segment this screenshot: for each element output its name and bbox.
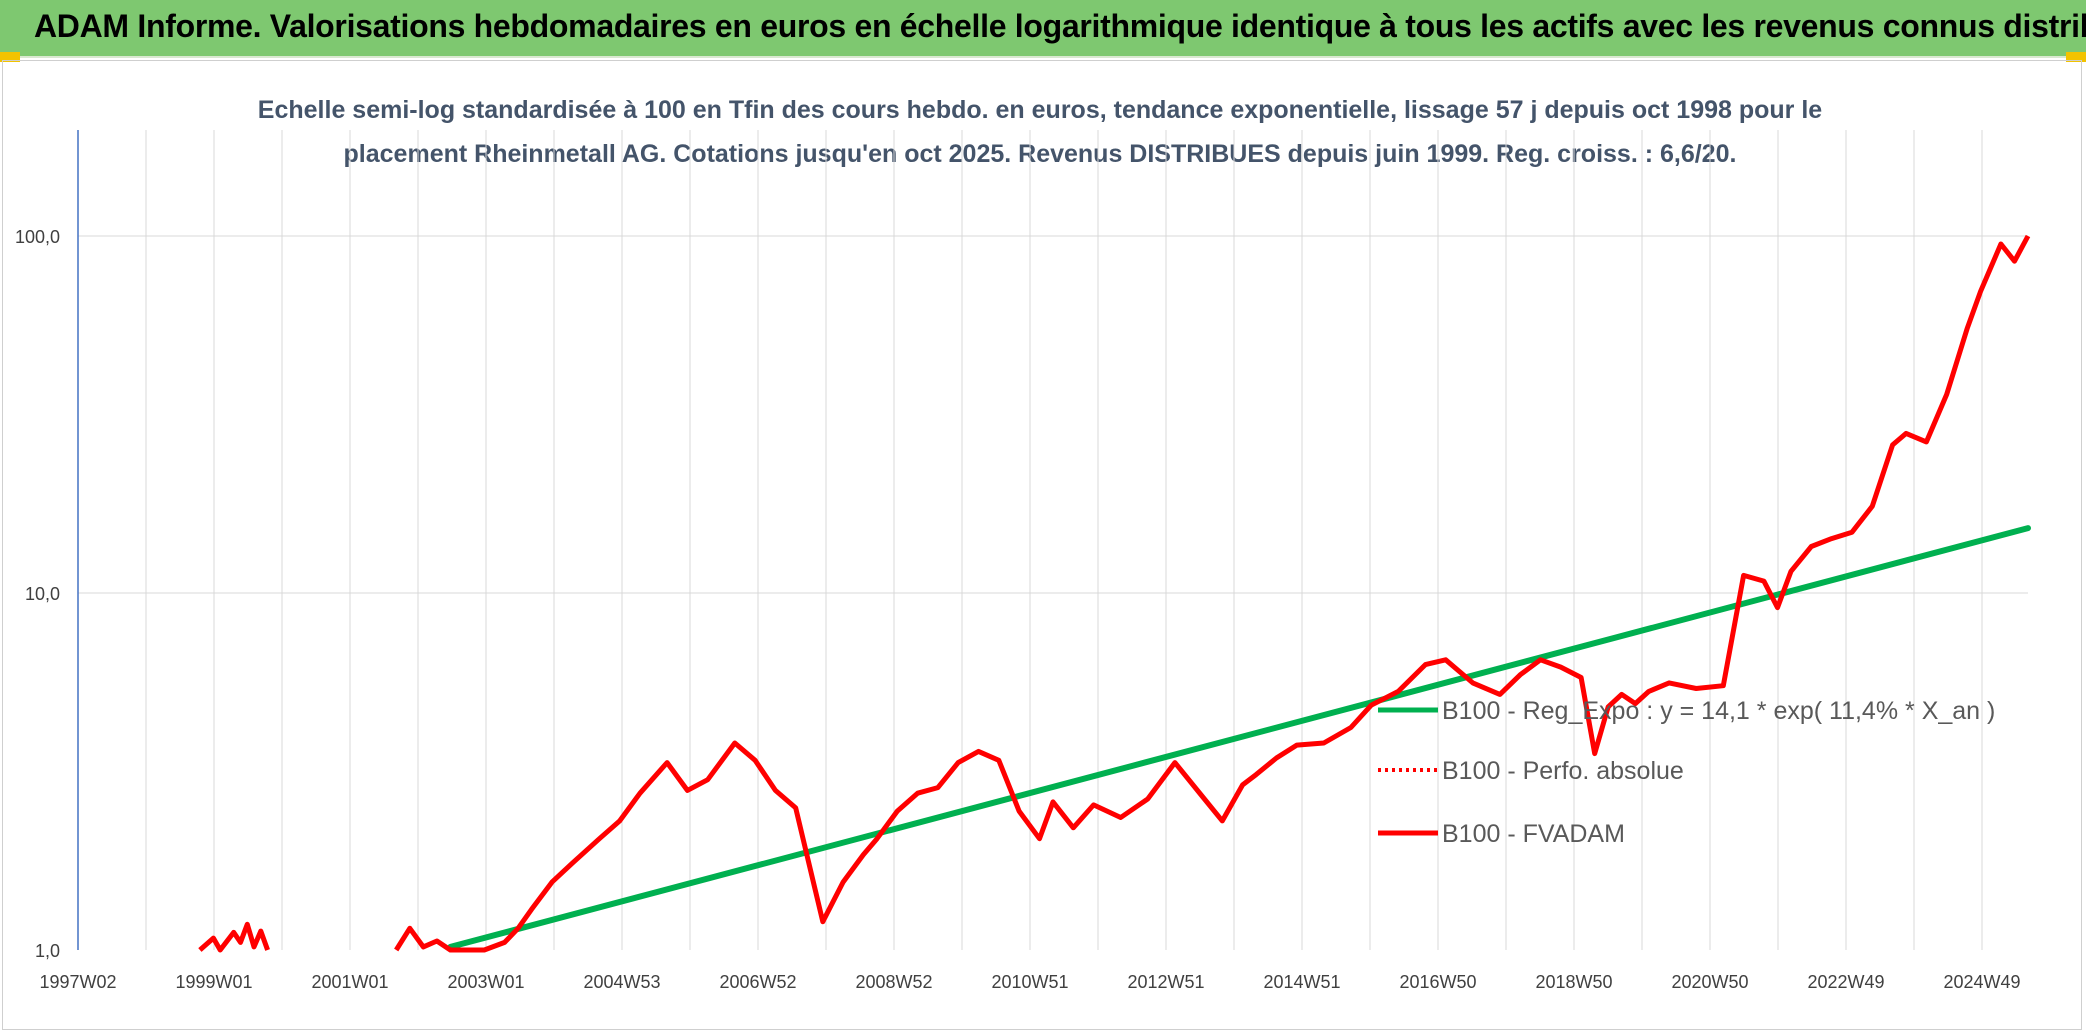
x-tick-label: 2014W51 (1263, 972, 1340, 992)
x-tick-label: 2001W01 (311, 972, 388, 992)
x-tick-label: 2008W52 (855, 972, 932, 992)
x-tick-label: 1999W01 (175, 972, 252, 992)
x-tick-label: 2018W50 (1535, 972, 1612, 992)
y-tick-label: 10,0 (25, 584, 60, 604)
y-tick-labels: 1,0 10,0 100,0 (15, 227, 60, 961)
series-lines (198, 234, 2031, 953)
series-line-fvadam (198, 921, 270, 953)
report-title: ADAM Informe. Valorisations hebdomadaire… (34, 8, 2086, 44)
x-tick-label: 2020W50 (1671, 972, 1748, 992)
legend: B100 - Reg_Expo : y = 14,1 * exp( 11,4% … (1378, 697, 1995, 848)
y-tick-label: 1,0 (35, 941, 60, 961)
x-tick-label: 2022W49 (1807, 972, 1884, 992)
x-tick-label: 1997W02 (39, 972, 116, 992)
y-tick-label: 100,0 (15, 227, 60, 247)
x-tick-label: 2010W51 (991, 972, 1068, 992)
series-line-reg-expo (447, 525, 2031, 950)
x-tick-label: 2024W49 (1943, 972, 2020, 992)
vertical-gridlines (77, 130, 1983, 950)
chart-title: Echelle semi-log standardisée à 100 en T… (257, 96, 1823, 168)
chart-frame (2, 60, 2082, 1030)
x-tick-labels: 1997W02 1999W01 2001W01 2003W01 2004W53 2006W… (39, 972, 2020, 992)
legend-item-perfo: B100 - Perfo. absolue (1442, 757, 1684, 785)
header-banner: ADAM Informe. Valorisations hebdomadaire… (0, 0, 2086, 58)
legend-item-reg-expo: B100 - Reg_Expo : y = 14,1 * exp( 11,4% … (1442, 697, 1995, 725)
series-line-fvadam (394, 234, 2031, 953)
x-tick-label: 2006W52 (719, 972, 796, 992)
horizontal-gridlines (78, 235, 2028, 594)
corner-mark-right (2066, 52, 2086, 62)
x-tick-label: 2004W53 (583, 972, 660, 992)
corner-mark-left (0, 52, 20, 62)
x-tick-label: 2012W51 (1127, 972, 1204, 992)
x-tick-label: 2003W01 (447, 972, 524, 992)
x-tick-label: 2016W50 (1399, 972, 1476, 992)
legend-item-fvadam: B100 - FVADAM (1442, 820, 1625, 848)
